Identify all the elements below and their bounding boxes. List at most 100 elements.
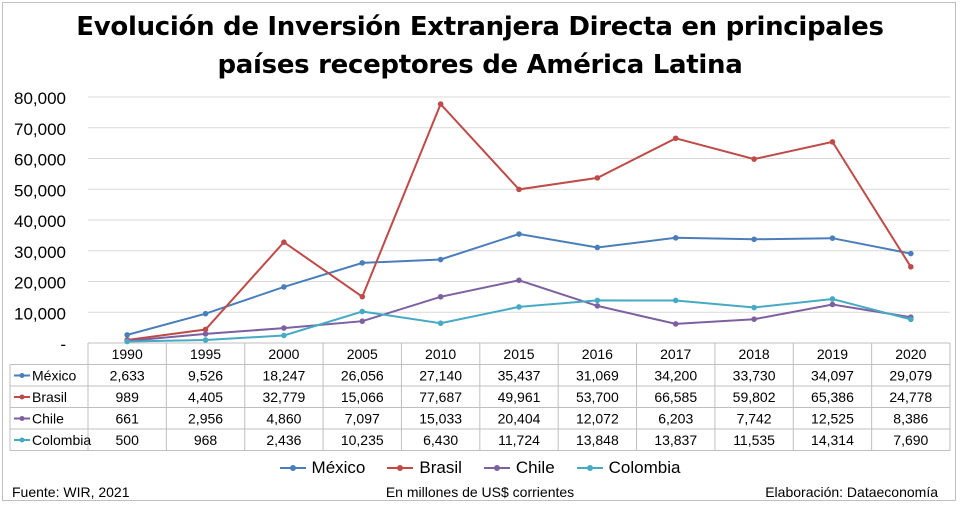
series-line bbox=[127, 279, 911, 342]
data-point bbox=[594, 175, 601, 181]
credit-note: Elaboración: Dataeconomía bbox=[765, 484, 938, 500]
data-point bbox=[437, 293, 444, 300]
data-point bbox=[829, 296, 836, 302]
legend-swatch bbox=[387, 465, 414, 471]
table-series-marker bbox=[19, 416, 25, 421]
data-point bbox=[202, 337, 209, 343]
legend-item: México bbox=[279, 458, 366, 478]
data-point bbox=[594, 297, 601, 304]
data-point bbox=[359, 318, 366, 324]
table-data-cell: 4,405 bbox=[188, 389, 223, 405]
y-tick-label: 70,000 bbox=[14, 120, 66, 139]
table-series-marker bbox=[19, 437, 25, 443]
legend-label: Brasil bbox=[419, 458, 462, 477]
table-data-cell: 77,687 bbox=[419, 389, 462, 405]
data-point bbox=[202, 326, 209, 333]
legend-label: México bbox=[311, 458, 366, 477]
data-point bbox=[437, 256, 444, 263]
table-data-cell: 15,033 bbox=[419, 411, 462, 427]
data-point bbox=[202, 310, 209, 317]
data-point bbox=[594, 303, 601, 309]
x-category-label: 1995 bbox=[190, 346, 221, 362]
y-tick-label: 10,000 bbox=[14, 304, 66, 323]
data-point bbox=[281, 325, 287, 331]
data-point bbox=[908, 264, 914, 270]
table-series-marker bbox=[19, 373, 25, 378]
legend-swatch bbox=[279, 465, 306, 471]
x-category-label: 2019 bbox=[817, 346, 848, 362]
data-point bbox=[594, 244, 601, 251]
y-tick-label: 20,000 bbox=[14, 274, 66, 293]
table-data-cell: 2,956 bbox=[188, 411, 223, 427]
x-category-label: 2010 bbox=[425, 346, 456, 362]
table-data-cell: 13,848 bbox=[576, 432, 619, 448]
x-category-label: 2016 bbox=[582, 346, 613, 362]
chart-title: Evolución de Inversión Extranjera Direct… bbox=[0, 8, 960, 84]
data-point bbox=[202, 331, 209, 337]
table-series-marker bbox=[19, 394, 25, 400]
data-point bbox=[908, 250, 914, 257]
data-point bbox=[751, 316, 757, 322]
table-data-cell: 33,730 bbox=[733, 368, 776, 384]
table-data-cell: 2,633 bbox=[110, 368, 145, 384]
chart-title-line2: países receptores de América Latina bbox=[217, 50, 743, 80]
data-point bbox=[516, 186, 522, 193]
table-data-cell: 12,525 bbox=[811, 411, 854, 427]
data-point bbox=[359, 293, 366, 300]
table-series-name: Brasil bbox=[32, 389, 67, 405]
data-point bbox=[908, 316, 914, 323]
legend-swatch bbox=[576, 465, 603, 471]
table-data-cell: 661 bbox=[116, 411, 140, 427]
data-point bbox=[124, 332, 130, 338]
data-point bbox=[672, 235, 679, 241]
table-data-cell: 13,837 bbox=[654, 432, 697, 448]
table-data-cell: 968 bbox=[194, 432, 218, 448]
table-data-cell: 8,386 bbox=[893, 411, 928, 427]
table-data-cell: 9,526 bbox=[188, 368, 223, 384]
table-data-cell: 7,097 bbox=[345, 411, 380, 427]
table-data-cell: 49,961 bbox=[498, 389, 541, 405]
data-point bbox=[829, 139, 836, 145]
legend-item: Chile bbox=[483, 458, 555, 478]
table-data-cell: 6,430 bbox=[423, 432, 458, 448]
units-note: En millones de US$ corrientes bbox=[385, 484, 575, 500]
table-data-cell: 26,056 bbox=[341, 368, 384, 384]
y-tick-label: 30,000 bbox=[14, 243, 66, 262]
x-category-label: 2020 bbox=[895, 346, 926, 362]
data-point bbox=[516, 231, 522, 237]
table-data-cell: 29,079 bbox=[889, 368, 932, 384]
x-category-label: 2015 bbox=[503, 346, 534, 362]
data-point bbox=[829, 235, 836, 241]
table-data-cell: 31,069 bbox=[576, 368, 619, 384]
data-point bbox=[672, 135, 679, 142]
data-point bbox=[359, 308, 366, 315]
data-point bbox=[437, 101, 444, 107]
data-point bbox=[672, 297, 679, 304]
data-point bbox=[281, 284, 287, 290]
table-series-name: Chile bbox=[32, 411, 64, 427]
table-data-cell: 34,200 bbox=[654, 368, 697, 384]
table-data-cell: 18,247 bbox=[262, 368, 305, 384]
data-point bbox=[124, 338, 130, 345]
x-category-label: 2005 bbox=[347, 346, 378, 362]
data-point bbox=[516, 304, 522, 310]
table-data-cell: 24,778 bbox=[889, 389, 932, 405]
table-data-cell: 27,140 bbox=[419, 368, 462, 384]
table-data-cell: 34,097 bbox=[811, 368, 854, 384]
chart-title-line1: Evolución de Inversión Extranjera Direct… bbox=[76, 12, 884, 42]
table-data-cell: 65,386 bbox=[811, 389, 854, 405]
source-note: Fuente: WIR, 2021 bbox=[12, 484, 130, 500]
legend-item: Brasil bbox=[387, 458, 462, 478]
data-point bbox=[437, 320, 444, 327]
y-tick-label: 80,000 bbox=[14, 89, 66, 108]
x-category-label: 2000 bbox=[268, 346, 299, 362]
data-point bbox=[751, 304, 757, 311]
table-data-cell: 53,700 bbox=[576, 389, 619, 405]
table-data-cell: 32,779 bbox=[262, 389, 305, 405]
y-tick-label: 40,000 bbox=[14, 212, 66, 231]
data-point bbox=[751, 236, 757, 243]
table-data-cell: 11,535 bbox=[733, 432, 775, 448]
data-point bbox=[516, 277, 522, 284]
data-point bbox=[281, 332, 287, 339]
